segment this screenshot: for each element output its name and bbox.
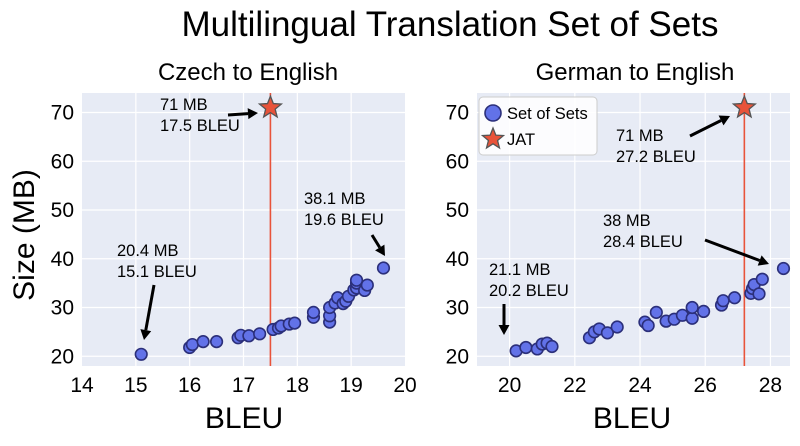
set-of-sets-point	[545, 339, 559, 354]
annotation-line: 21.1 MB	[489, 261, 550, 279]
y-axis-label: Size (MB)	[8, 169, 41, 301]
x-tick-label: 20	[498, 374, 521, 397]
german-points	[509, 94, 791, 358]
x-tick-label: 15	[124, 374, 147, 397]
czech-tick-labels: 14 15 16 17 18 19 20 20 30 40 50 60 70	[51, 102, 417, 398]
x-tick-label: 20	[393, 374, 416, 397]
german-annotations: 71 MB 27.2 BLEU 38 MB 28.4 BLEU 21.1 MB 20.2 …	[489, 115, 769, 335]
czech-points	[134, 94, 391, 361]
annotation-arrow-head	[498, 325, 510, 335]
annotation-line: 38 MB	[603, 212, 651, 230]
set-of-sets-point	[134, 347, 148, 361]
annotation-line: 27.2 BLEU	[616, 148, 696, 166]
legend-star-marker	[480, 126, 506, 150]
set-of-sets-point	[752, 287, 766, 301]
annotation-line: 19.6 BLEU	[304, 211, 384, 229]
x-tick-label: 19	[339, 374, 362, 397]
set-of-sets-point	[242, 329, 256, 343]
y-tick-label: 50	[446, 199, 469, 222]
set-of-sets-point	[641, 318, 655, 333]
set-of-sets-point	[727, 291, 742, 305]
german-legend: Set of Sets JAT	[478, 96, 598, 156]
set-of-sets-point	[610, 320, 624, 334]
legend-circle-marker	[484, 104, 502, 122]
annotation-arrow-head	[247, 108, 258, 120]
german-english-panel: German to English 71 MB 27.2 BLEU 38 MB 28.…	[446, 59, 791, 435]
figure-title: Multilingual Translation Set of Sets	[182, 5, 719, 44]
german-x-axis-label: BLEU	[593, 402, 671, 435]
x-tick-label: 28	[759, 374, 782, 397]
german-tick-labels: 20 22 24 26 28 20 30 40 50 60 70	[446, 102, 782, 398]
annotation-line: 38.1 MB	[304, 190, 365, 208]
german-panel-title: German to English	[536, 59, 735, 86]
annotation-line: 15.1 BLEU	[117, 263, 197, 281]
set-of-sets-point	[196, 335, 210, 349]
set-of-sets-point	[600, 326, 615, 340]
annotation-arrow-head	[718, 115, 730, 126]
annotation-arrow-head	[757, 255, 769, 266]
set-of-sets-point	[776, 261, 791, 276]
czech-english-panel: Czech to English 71 MB 17.5 BLEU 38.1 MB 19…	[51, 59, 417, 435]
x-tick-label: 22	[563, 374, 586, 397]
jat-star-point	[731, 94, 757, 119]
czech-panel-title: Czech to English	[158, 59, 338, 86]
annotation-line: 17.5 BLEU	[160, 117, 240, 135]
legend-box	[478, 96, 598, 156]
y-tick-label: 20	[51, 345, 74, 368]
set-of-sets-point	[716, 294, 730, 308]
x-tick-label: 26	[694, 374, 717, 397]
annotation-arrow-head	[375, 244, 385, 256]
annotation-line: 20.2 BLEU	[489, 282, 569, 300]
annotation-arrow-shaft	[227, 112, 249, 117]
annotation-line: 20.4 MB	[117, 242, 178, 260]
set-of-sets-point	[306, 305, 321, 319]
set-of-sets-point	[288, 316, 302, 330]
annotation-arrow-shaft	[144, 284, 156, 331]
set-of-sets-point	[360, 278, 374, 292]
y-tick-label: 70	[446, 102, 469, 125]
annotation-arrow-shaft	[689, 119, 722, 138]
jat-star-point	[257, 94, 284, 119]
set-of-sets-point	[185, 337, 199, 352]
set-of-sets-point	[253, 327, 267, 341]
set-of-sets-point	[519, 340, 533, 355]
y-tick-label: 40	[51, 248, 74, 271]
czech-x-axis-label: BLEU	[205, 402, 283, 435]
annotation-arrow-head	[140, 329, 152, 340]
annotation-arrow-shaft	[370, 234, 382, 249]
x-tick-label: 14	[70, 374, 94, 397]
y-tick-label: 30	[446, 297, 469, 320]
annotation-line: 28.4 BLEU	[603, 233, 683, 251]
set-of-sets-point	[349, 273, 364, 287]
set-of-sets-point	[685, 300, 699, 315]
y-tick-label: 60	[51, 150, 74, 173]
annotation-line: 71 MB	[616, 127, 664, 145]
set-of-sets-point	[209, 335, 224, 349]
set-of-sets-point	[755, 272, 769, 286]
y-tick-label: 40	[446, 248, 469, 271]
y-tick-label: 70	[51, 102, 74, 125]
legend-label: Set of Sets	[507, 105, 588, 123]
y-tick-label: 30	[51, 297, 74, 320]
x-tick-label: 24	[628, 374, 652, 397]
czech-annotations: 71 MB 17.5 BLEU 38.1 MB 19.6 BLEU 20.4 MB 15.…	[117, 96, 385, 340]
x-tick-label: 16	[178, 374, 201, 397]
set-of-sets-point	[376, 261, 391, 275]
y-tick-label: 20	[446, 345, 469, 368]
x-tick-label: 18	[286, 374, 309, 397]
x-tick-label: 17	[232, 374, 255, 397]
annotation-line: 71 MB	[160, 96, 208, 114]
set-of-sets-point	[685, 311, 699, 325]
annotation-arrow-shaft	[704, 238, 761, 262]
set-of-sets-point	[696, 304, 711, 319]
set-of-sets-point	[649, 305, 663, 319]
legend-label: JAT	[507, 131, 535, 149]
y-tick-label: 60	[446, 150, 469, 173]
y-tick-label: 50	[51, 199, 74, 222]
